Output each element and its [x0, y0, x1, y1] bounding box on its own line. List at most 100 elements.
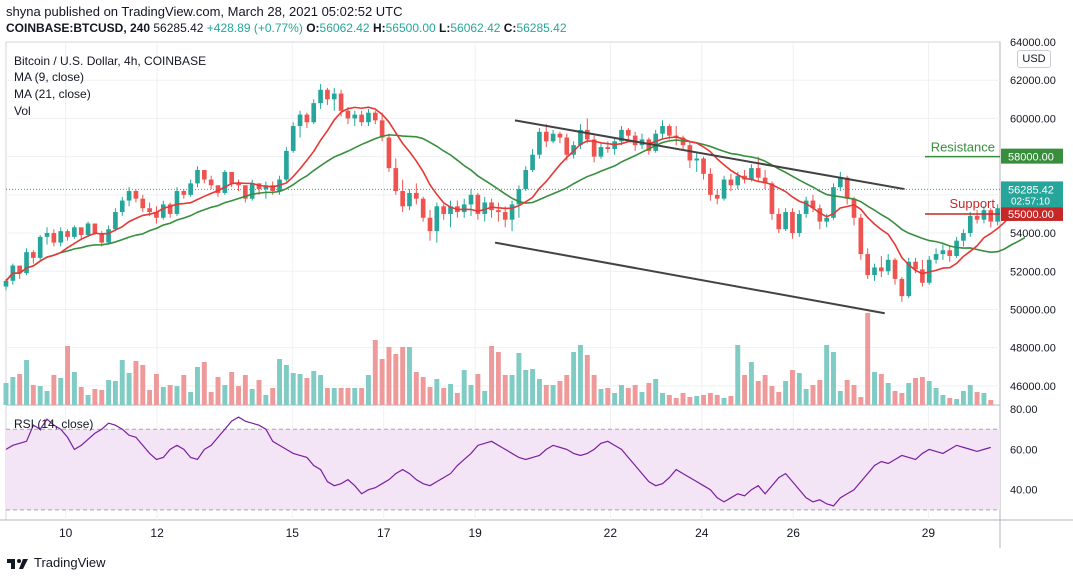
volume-bar — [960, 391, 966, 405]
candle-body — [92, 223, 98, 234]
volume-bar — [17, 374, 23, 405]
candle-body — [667, 126, 672, 136]
volume-bar — [112, 381, 118, 405]
volume-bar — [550, 385, 556, 405]
volume-bar — [516, 353, 522, 405]
candle-body — [249, 183, 255, 199]
volume-bar — [660, 393, 665, 405]
volume-bar — [413, 372, 419, 405]
time-tick-label: 15 — [286, 526, 300, 540]
volume-bars — [3, 313, 994, 405]
volume-bar — [577, 345, 583, 405]
axis-price-tag — [1001, 205, 1063, 221]
volume-bar — [297, 374, 303, 405]
volume-bar — [536, 379, 542, 405]
volume-bar — [742, 375, 748, 405]
candle-body — [147, 208, 152, 213]
legend-ma21: MA (21, close) — [14, 87, 91, 101]
volume-bar — [188, 392, 194, 405]
volume-bar — [502, 375, 508, 405]
candle-body — [687, 145, 693, 161]
volume-bar — [974, 392, 980, 405]
volume-bar — [605, 388, 611, 405]
level-label-support: Support — [949, 196, 995, 211]
volume-bar — [653, 379, 659, 405]
candle-body — [660, 126, 665, 134]
price-tick-label: 50000.00 — [1010, 304, 1056, 316]
axis-price-tag-value: 55000.00 — [1008, 209, 1054, 221]
candle-body — [872, 267, 877, 276]
candle-body — [448, 206, 453, 214]
volume-bar — [160, 387, 166, 405]
volume-bar — [85, 395, 91, 405]
candle-body — [331, 93, 337, 100]
candle-body — [584, 129, 590, 140]
volume-bar — [810, 385, 816, 405]
volume-bar — [461, 370, 467, 405]
volume-bar — [318, 375, 324, 405]
volume-bar — [598, 389, 604, 405]
volume-bar — [365, 375, 371, 405]
candle-body — [625, 129, 631, 136]
candle-body — [701, 158, 706, 174]
ma9-line — [5, 106, 1026, 282]
volume-bar — [509, 375, 515, 405]
candle-body — [379, 120, 385, 138]
candle-body — [940, 250, 946, 255]
currency-button[interactable]: USD — [1017, 50, 1051, 68]
candle-body — [352, 114, 358, 119]
candle-body — [530, 154, 535, 171]
volume-bar — [584, 355, 590, 405]
candle-body — [516, 189, 522, 205]
candle-body — [37, 236, 43, 258]
close-value: 56285.42 — [516, 21, 567, 35]
volume-bar — [208, 392, 214, 405]
candle-body — [790, 212, 795, 234]
candle-body — [598, 147, 604, 157]
candle-body — [947, 250, 953, 256]
low-label: L: — [439, 21, 451, 35]
volume-bar — [379, 359, 385, 405]
candle-body — [215, 185, 221, 193]
rsi-tick-label: 60.00 — [1010, 444, 1038, 456]
candle-body — [557, 133, 563, 138]
candle-body — [188, 183, 193, 195]
symbol-bar: COINBASE:BTCUSD, 240 56285.42 +428.89 (+… — [6, 21, 567, 35]
volume-bar — [666, 395, 672, 405]
time-tick-label: 29 — [922, 526, 936, 540]
candle-body — [366, 112, 371, 123]
volume-bar — [543, 385, 549, 405]
volume-bar — [133, 361, 139, 405]
candle-body — [407, 192, 412, 207]
candle-body — [803, 200, 809, 214]
volume-bar — [283, 365, 289, 405]
footer-brand[interactable]: TradingView — [6, 555, 106, 570]
candle-body — [106, 229, 111, 243]
candle-body — [749, 168, 754, 180]
volume-bar — [468, 385, 474, 405]
candle-body — [133, 191, 139, 199]
candle-body — [154, 212, 159, 218]
volume-bar — [489, 346, 495, 405]
legend-rsi: RSI (14, close) — [14, 417, 93, 431]
candle-body — [769, 183, 775, 214]
moving-averages — [5, 106, 1026, 282]
volume-bar — [229, 372, 235, 405]
volume-bar — [270, 388, 276, 405]
time-tick-label: 12 — [150, 526, 164, 540]
axis-price-tag — [1001, 148, 1063, 164]
volume-bar — [919, 377, 925, 405]
price-change: +428.89 (+0.77%) — [206, 21, 303, 35]
candle-body — [311, 103, 317, 123]
candle-body — [605, 147, 611, 149]
candle-body — [243, 185, 248, 199]
candle-body — [31, 252, 36, 258]
legend-ma9: MA (9, close) — [14, 70, 84, 84]
candle-body — [619, 129, 624, 142]
volume-bar — [434, 379, 440, 405]
candle-body — [372, 112, 378, 121]
candle-body — [564, 137, 570, 155]
candle-body — [974, 215, 980, 220]
candle-body — [933, 254, 939, 260]
